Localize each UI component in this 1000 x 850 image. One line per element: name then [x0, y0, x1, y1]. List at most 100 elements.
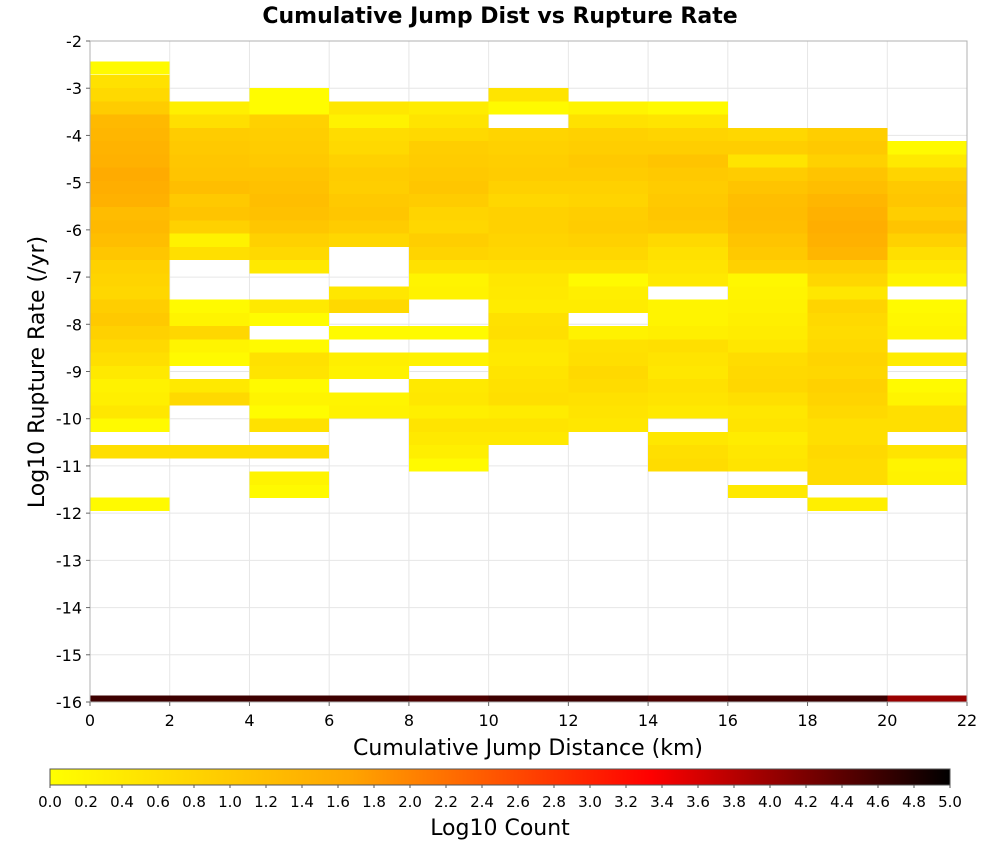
heatmap-cell [329, 233, 409, 247]
heatmap-cell [807, 431, 888, 446]
heatmap-cell [807, 141, 888, 155]
heatmap-cell [488, 193, 569, 208]
x-tick-label: 2 [165, 711, 175, 730]
heatmap-cell [90, 61, 170, 75]
y-tick-label: -9 [66, 363, 82, 382]
heatmap-cell [568, 260, 649, 274]
x-tick-label: 8 [404, 711, 414, 730]
heatmap-cell [568, 326, 649, 340]
heatmap-cell [568, 127, 649, 142]
heatmap-cell [488, 167, 569, 181]
heatmap-cell [249, 88, 330, 102]
heatmap-cell [887, 312, 967, 327]
heatmap-cell [887, 326, 967, 340]
heatmap-cell [329, 220, 409, 234]
colorbar-tick-label: 5.0 [938, 793, 962, 811]
heatmap-cell [90, 141, 170, 155]
colorbar-tick-label: 1.4 [290, 793, 314, 811]
heatmap-cell [488, 273, 569, 287]
heatmap-cell [249, 193, 330, 208]
colorbar-tick-label: 2.2 [434, 793, 458, 811]
heatmap-cell [408, 233, 489, 247]
heatmap-cell [648, 260, 728, 274]
heatmap-cell [169, 101, 250, 115]
heatmap-cell [807, 392, 888, 406]
colorbar-tick-label: 0.2 [74, 793, 98, 811]
heatmap-cell [727, 326, 808, 340]
heatmap-cell [807, 273, 888, 287]
heatmap-cell [648, 180, 728, 194]
heatmap-cell [807, 326, 888, 340]
heatmap-cell [648, 220, 728, 234]
heatmap-cell [488, 127, 569, 142]
heatmap-cell [408, 273, 489, 287]
heatmap-cell [488, 207, 569, 221]
heatmap-cell [249, 127, 330, 142]
heatmap-cell [887, 379, 967, 393]
x-tick-label: 4 [244, 711, 254, 730]
heatmap-cell [887, 299, 967, 313]
heatmap-cell [249, 405, 330, 419]
heatmap-cell [249, 101, 330, 115]
x-tick-label: 6 [324, 711, 334, 730]
y-tick-label: -11 [56, 457, 82, 476]
y-tick-label: -16 [56, 693, 82, 712]
x-axis-ticks: 0 2 4 6 8 10 12 14 16 18 20 22 [85, 702, 977, 730]
heatmap-cell [249, 339, 330, 353]
heatmap-cell [90, 312, 170, 327]
heatmap-cell [90, 167, 170, 181]
heatmap-cell [648, 207, 728, 221]
heatmap-cell [488, 233, 569, 247]
heatmap-cell [408, 220, 489, 234]
heatmap-cell [807, 180, 888, 194]
x-tick-label: 22 [957, 711, 977, 730]
heatmap-cell [249, 207, 330, 221]
heatmap-cell [329, 405, 409, 419]
heatmap-cell [488, 379, 569, 393]
y-tick-label: -13 [56, 551, 82, 570]
heatmap-cell [408, 379, 489, 393]
heatmap-cell [727, 299, 808, 313]
heatmap-cell [90, 299, 170, 313]
y-tick-label: -5 [66, 174, 82, 193]
heatmap-cell [249, 312, 330, 327]
heatmap-cell [249, 299, 330, 313]
heatmap-cell [488, 312, 569, 327]
heatmap-cell [887, 207, 967, 221]
heatmap-cell [249, 114, 330, 128]
heatmap-cell [807, 220, 888, 234]
heatmap-cell [807, 365, 888, 380]
heatmap-cell [90, 207, 170, 221]
heatmap-cell [807, 352, 888, 366]
heatmap-cell [408, 431, 489, 446]
heatmap-cell [887, 260, 967, 274]
heatmap-cell [807, 445, 888, 459]
heatmap-cell [90, 445, 170, 459]
heatmap-cell [408, 286, 489, 300]
heatmap-cell [568, 299, 649, 313]
heatmap-cell [887, 445, 967, 459]
heatmap-cell [807, 127, 888, 142]
colorbar-tick-label: 4.4 [830, 793, 854, 811]
y-tick-label: -10 [56, 410, 82, 429]
heatmap-cell [90, 326, 170, 340]
heatmap-cell [648, 458, 728, 472]
heatmap-cell [727, 233, 808, 247]
heatmap-cell [249, 220, 330, 234]
heatmap-cell [169, 326, 250, 340]
heatmap-cell [169, 154, 250, 168]
heatmap-cell [408, 141, 489, 155]
heatmap-cell [249, 418, 330, 432]
colorbar-tick-label: 0.4 [110, 793, 134, 811]
heatmap-cell [169, 352, 250, 366]
heatmap-cell [169, 193, 250, 208]
y-tick-label: -7 [66, 268, 82, 287]
heatmap-cell [329, 326, 409, 340]
heatmap-cell [488, 260, 569, 274]
heatmap-cell [90, 286, 170, 300]
heatmap-cell [408, 392, 489, 406]
heatmap-cell [249, 379, 330, 393]
heatmap-cell [727, 365, 808, 380]
colorbar-tick-label: 0.6 [146, 793, 170, 811]
heatmap-cell [249, 352, 330, 366]
